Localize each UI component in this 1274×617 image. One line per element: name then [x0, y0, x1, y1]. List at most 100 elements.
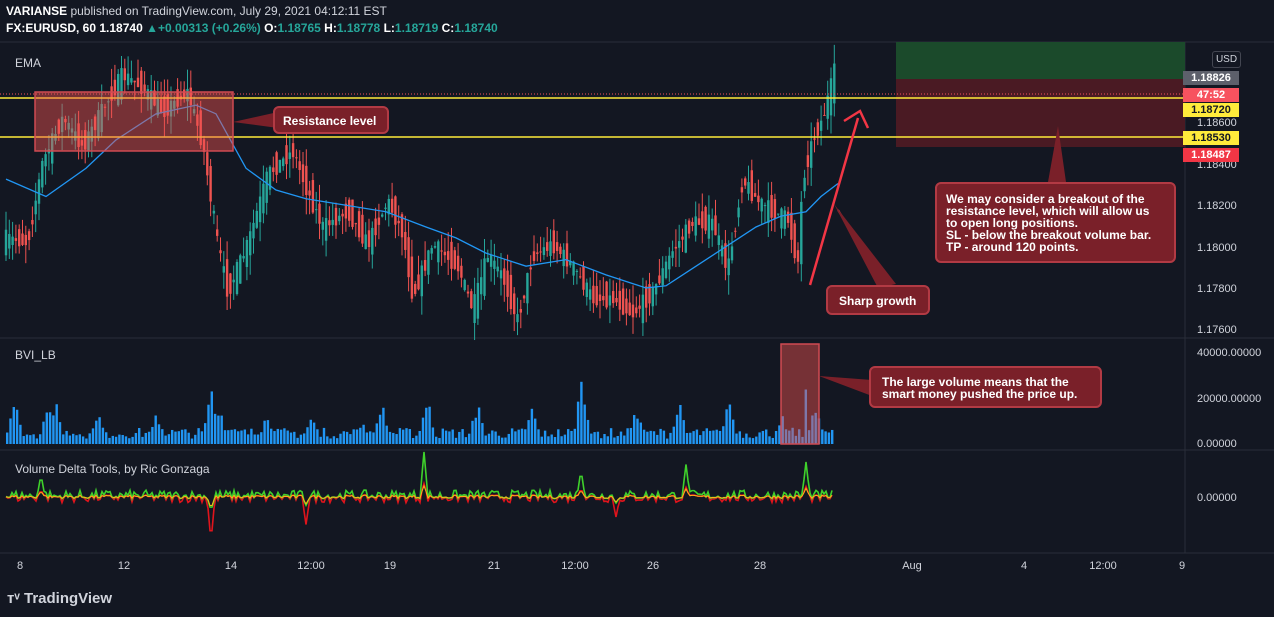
currency-button[interactable]: USD	[1212, 51, 1241, 68]
candle-body	[318, 203, 321, 224]
candle-body	[183, 89, 186, 99]
volume-bar	[765, 429, 768, 444]
candle-body	[707, 214, 711, 239]
ema-pane-label: EMA	[15, 56, 42, 70]
volume-bar	[299, 434, 303, 444]
volume-bar	[705, 428, 708, 444]
volume-bar	[322, 427, 326, 444]
candle-body	[536, 252, 539, 254]
candle-body	[720, 245, 724, 257]
volume-bar	[177, 431, 180, 444]
volume-bar	[600, 438, 603, 444]
candle-body	[126, 73, 130, 86]
volume-bar	[679, 404, 682, 444]
volume-bar	[164, 435, 167, 444]
candle-body	[819, 120, 823, 131]
volume-bar	[388, 431, 392, 444]
candle-body	[714, 215, 717, 236]
candle-body	[456, 255, 460, 272]
candle-body	[516, 314, 519, 323]
candle-body	[631, 304, 635, 318]
volume-bar	[128, 438, 131, 444]
volume-bar	[65, 430, 68, 444]
candle-body	[90, 126, 93, 142]
time-tick: 8	[16, 560, 24, 572]
candle-body	[559, 246, 562, 255]
candle-body	[701, 211, 704, 229]
candle-body	[476, 282, 480, 319]
volume-bar	[415, 435, 418, 444]
candle-body	[470, 291, 473, 309]
volume-bar	[593, 432, 596, 444]
volume-bar	[672, 426, 675, 444]
volume-bar	[596, 431, 600, 444]
candle-body	[437, 241, 440, 263]
candle-body	[159, 99, 163, 114]
candle-body	[77, 123, 80, 147]
volume-bar	[448, 431, 451, 444]
candle-body	[272, 167, 275, 172]
countdown-badge: 47:52	[1183, 88, 1239, 102]
candle-body	[348, 199, 351, 221]
candle-body	[562, 249, 565, 267]
resistance-note: Resistance level	[273, 106, 389, 134]
candle-body	[694, 216, 697, 236]
candle-body	[717, 235, 720, 246]
low-label: L:	[383, 21, 395, 35]
candle-body	[354, 223, 357, 225]
volume-bar	[669, 432, 672, 444]
volume-bar	[260, 432, 263, 444]
volume-bar	[514, 431, 517, 444]
candle-body	[282, 158, 285, 167]
time-tick: 26	[646, 560, 660, 572]
candle-body	[724, 243, 727, 268]
candle-body	[338, 215, 341, 222]
volume-bar	[507, 433, 510, 444]
candle-body	[24, 234, 27, 246]
candle-body	[51, 133, 54, 164]
candle-body	[84, 130, 87, 150]
volume-bar	[138, 428, 141, 444]
candle-body	[374, 218, 377, 236]
candle-body	[67, 122, 70, 130]
volume-bar	[563, 434, 567, 444]
volume-bar	[174, 431, 177, 444]
candle-body	[453, 250, 456, 269]
candle-body	[730, 246, 734, 261]
candle-body	[645, 286, 648, 308]
candle-body	[275, 152, 278, 175]
volume-bar	[204, 423, 207, 444]
symbol-name: FX:EURUSD, 60	[6, 21, 97, 35]
volume-bar	[91, 428, 95, 444]
candle-body	[506, 270, 509, 297]
volume-bar	[524, 429, 527, 444]
volume-bar	[471, 420, 474, 444]
candle-body	[27, 231, 31, 241]
growth-arrow-head	[843, 109, 870, 129]
candle-body	[555, 242, 559, 251]
volume-bar	[586, 419, 590, 444]
candle-body	[37, 179, 41, 204]
tradingview-logo: ᴛᵛ TradingView	[7, 590, 112, 607]
volume-bar	[748, 437, 751, 444]
candle-body	[311, 180, 315, 213]
sharp-growth-note: Sharp growth	[826, 285, 930, 315]
volume-bar	[283, 428, 286, 444]
candle-body	[11, 236, 14, 245]
volume-bar	[484, 435, 487, 444]
volume-bar	[154, 415, 157, 444]
volume-bar	[408, 429, 411, 444]
volume-bar	[253, 434, 256, 444]
candle-body	[308, 190, 311, 196]
volume-bar	[738, 431, 741, 444]
volume-bar	[270, 428, 273, 444]
sharp-callout-pointer	[834, 204, 896, 288]
candle-body	[770, 194, 773, 218]
candle-body	[357, 211, 361, 238]
volume-bar	[29, 435, 32, 444]
volume-bar	[530, 408, 534, 444]
candle-body	[107, 101, 110, 103]
time-tick: 12	[117, 560, 131, 572]
volume-bar	[689, 432, 692, 444]
